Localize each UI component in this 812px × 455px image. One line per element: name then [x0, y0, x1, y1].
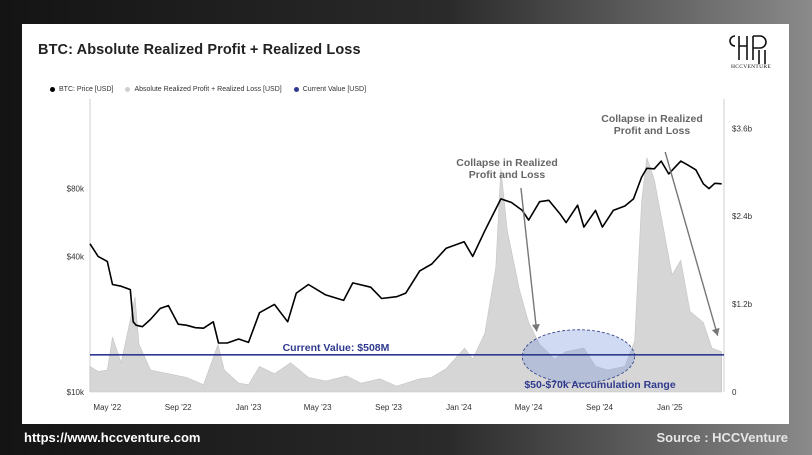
annotation-arrow-2: [664, 151, 719, 336]
y-left-tick-label: $80k: [67, 185, 85, 194]
annotation-collapse-1: Collapse in Realized: [456, 157, 558, 169]
y-right-tick-label: $1.2b: [732, 300, 753, 309]
legend-label-price: BTC: Price [USD]: [59, 86, 114, 93]
legend-item-price: BTC: Price [USD]: [50, 86, 113, 93]
btc-price-line: [89, 160, 722, 344]
x-tick-label: Sep '22: [165, 403, 192, 412]
annotation-collapse-2: Collapse in Realized: [601, 113, 703, 125]
annotation-arrow-1: [520, 187, 538, 332]
y-left-tick-label: $10k: [67, 388, 85, 397]
accumulation-range-ellipse: [521, 329, 636, 384]
x-tick-label: Jan '23: [236, 403, 262, 412]
chart-card: BTC: Absolute Realized Profit + Realized…: [22, 24, 789, 424]
hcc-monogram-logo-icon: [729, 35, 767, 64]
annotation-collapse-2: Profit and Loss: [614, 125, 691, 137]
x-tick-label: Sep '24: [586, 403, 613, 412]
chart-legend: BTC: Price [USD] Absolute Realized Profi…: [50, 86, 366, 93]
y-right-tick-label: $2.4b: [732, 212, 753, 221]
chart-title: BTC: Absolute Realized Profit + Realized…: [38, 42, 361, 58]
x-tick-label: May '23: [304, 403, 332, 412]
legend-label-realized: Absolute Realized Profit + Realized Loss…: [134, 86, 282, 93]
legend-label-current: Current Value [USD]: [302, 86, 367, 93]
y-left-tick-label: $40k: [67, 252, 85, 261]
legend-item-current: Current Value [USD]: [293, 86, 367, 93]
chart-plot: $10k $40k $80k 0 $1.2b $2.4b $3.6b May '22 Sep '…: [67, 99, 753, 412]
legend-item-realized: Absolute Realized Profit + Realized Loss…: [125, 86, 282, 93]
y-right-tick-label: $3.6b: [732, 124, 753, 133]
annotation-arrow-1-head: [531, 323, 540, 332]
annotation-collapse-1: Profit and Loss: [469, 169, 546, 181]
legend-dot-current: [293, 87, 299, 92]
x-tick-label: Jan '24: [446, 403, 472, 412]
logo-text: HCCVENTURE: [731, 64, 771, 70]
legend-dot-price: [50, 87, 55, 92]
x-tick-label: Sep '23: [375, 403, 402, 412]
legend-dot-realized: [125, 87, 131, 92]
annotation-arrow-2-head: [711, 327, 720, 336]
x-tick-label: May '24: [515, 403, 543, 412]
footer-source: Source : HCCVenture: [656, 430, 788, 445]
footer-url[interactable]: https://www.hccventure.com: [24, 430, 201, 445]
x-tick-label: Jan '25: [657, 403, 683, 412]
x-tick-label: May '22: [93, 403, 121, 412]
accumulation-range-label: $50-$70k Accumulation Range: [524, 379, 675, 391]
y-right-tick-label: 0: [732, 388, 737, 397]
current-value-label: Current Value: $508M: [283, 342, 390, 354]
realized-pl-area: [89, 157, 722, 393]
